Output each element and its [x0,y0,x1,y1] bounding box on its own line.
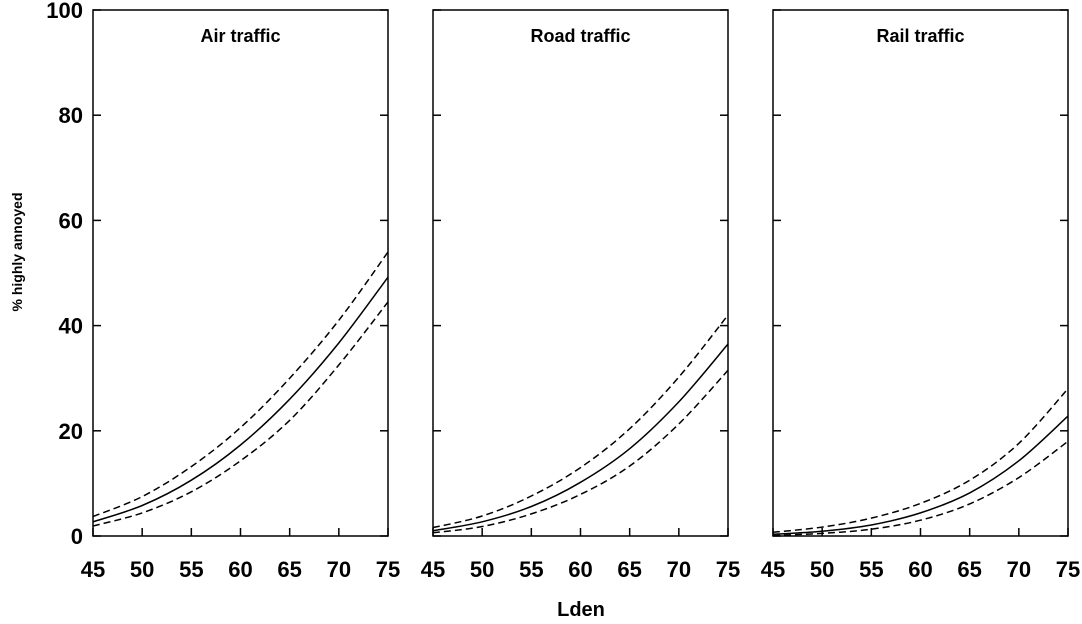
confidence-bound-line [772,440,1069,537]
x-tick-label: 70 [1007,557,1031,582]
x-tick-label: 70 [667,557,691,582]
x-tick-label: 55 [859,557,883,582]
x-tick-label: 45 [761,557,785,582]
x-tick-label: 70 [327,557,351,582]
panel-title: Road traffic [530,26,630,46]
confidence-bound-line [432,314,729,529]
y-tick-label: 40 [59,314,83,339]
confidence-bound-line [92,251,389,518]
x-tick-label: 65 [617,557,641,582]
confidence-bound-line [432,369,729,534]
panel-0: Air traffic 0 20 40 60 80 100 45 50 55 60 65 70 75 [46,0,400,582]
plot-frame [432,9,729,537]
exposure-response-line [432,343,729,532]
x-tick-label: 60 [568,557,592,582]
confidence-bound-line [92,301,389,527]
y-tick-label: 0 [71,524,83,549]
x-axis-title: Lden [557,599,605,621]
x-tick-label: 75 [376,557,400,582]
x-tick-label: 50 [130,557,154,582]
x-tick-label: 50 [810,557,834,582]
x-tick-label: 45 [81,557,105,582]
x-tick-label: 65 [957,557,981,582]
x-tick-label: 60 [908,557,932,582]
x-tick-label: 50 [470,557,494,582]
y-tick-label: 80 [59,103,83,128]
x-tick-label: 65 [277,557,301,582]
x-tick-label: 75 [1056,557,1080,582]
confidence-bound-line [772,388,1069,534]
x-tick-label: 55 [179,557,203,582]
plot-frame [92,9,389,537]
panel-1: Road traffic 45 50 55 60 65 70 75 [421,9,740,582]
exposure-response-line [772,415,1069,536]
panel-2: Rail traffic 45 50 55 60 65 70 75 [761,9,1080,582]
exposure-response-line [92,276,389,523]
panel-title: Air traffic [200,26,280,46]
x-tick-label: 45 [421,557,445,582]
y-tick-label: 100 [46,0,83,23]
y-tick-label: 20 [59,419,83,444]
y-tick-label: 60 [59,208,83,233]
panel-title: Rail traffic [876,26,964,46]
x-tick-label: 60 [228,557,252,582]
x-tick-label: 55 [519,557,543,582]
x-tick-label: 75 [716,557,740,582]
y-axis-title: % highly annoyed [9,192,25,311]
